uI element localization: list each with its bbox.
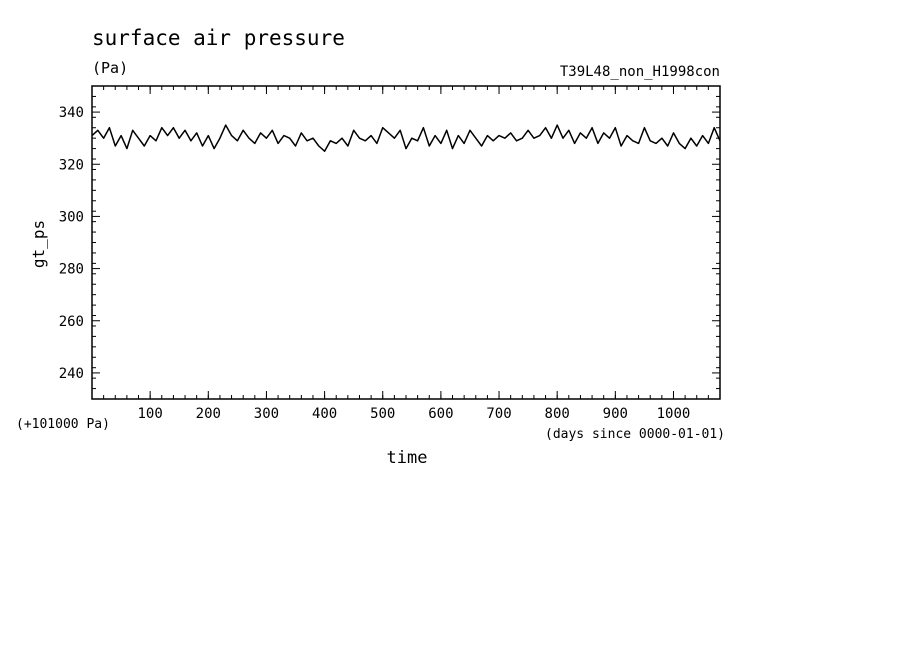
y-tick-label: 260 — [59, 314, 84, 330]
axis-ticks — [92, 86, 720, 399]
chart-units: (Pa) — [92, 59, 128, 77]
x-tick-label: 500 — [370, 406, 395, 422]
x-tick-label: 400 — [312, 406, 337, 422]
series-line — [91, 124, 721, 152]
tick-labels: 100 200 300 400 500 600 700 800 900 1000 240 260 280… — [59, 105, 691, 422]
x-tick-label: 900 — [603, 406, 628, 422]
x-unit-note: (days since 0000-01-01) — [545, 427, 725, 442]
y-tick-label: 320 — [59, 157, 84, 173]
chart-title: surface air pressure — [92, 26, 345, 50]
y-axis-label: gt_ps — [29, 220, 48, 268]
y-offset-note: (+101000 Pa) — [16, 417, 110, 432]
y-tick-label: 300 — [59, 209, 84, 225]
x-tick-label: 600 — [428, 406, 453, 422]
series-layer — [91, 124, 721, 152]
x-tick-label: 100 — [137, 406, 162, 422]
y-tick-label: 340 — [59, 105, 84, 121]
x-axis-label: time — [387, 448, 428, 468]
x-tick-label: 300 — [254, 406, 279, 422]
x-tick-label: 800 — [545, 406, 570, 422]
y-tick-label: 280 — [59, 262, 84, 278]
x-tick-label: 1000 — [657, 406, 691, 422]
x-tick-label: 200 — [196, 406, 221, 422]
x-tick-label: 700 — [486, 406, 511, 422]
run-label: T39L48_non_H1998con — [560, 64, 720, 80]
y-tick-label: 240 — [59, 366, 84, 382]
